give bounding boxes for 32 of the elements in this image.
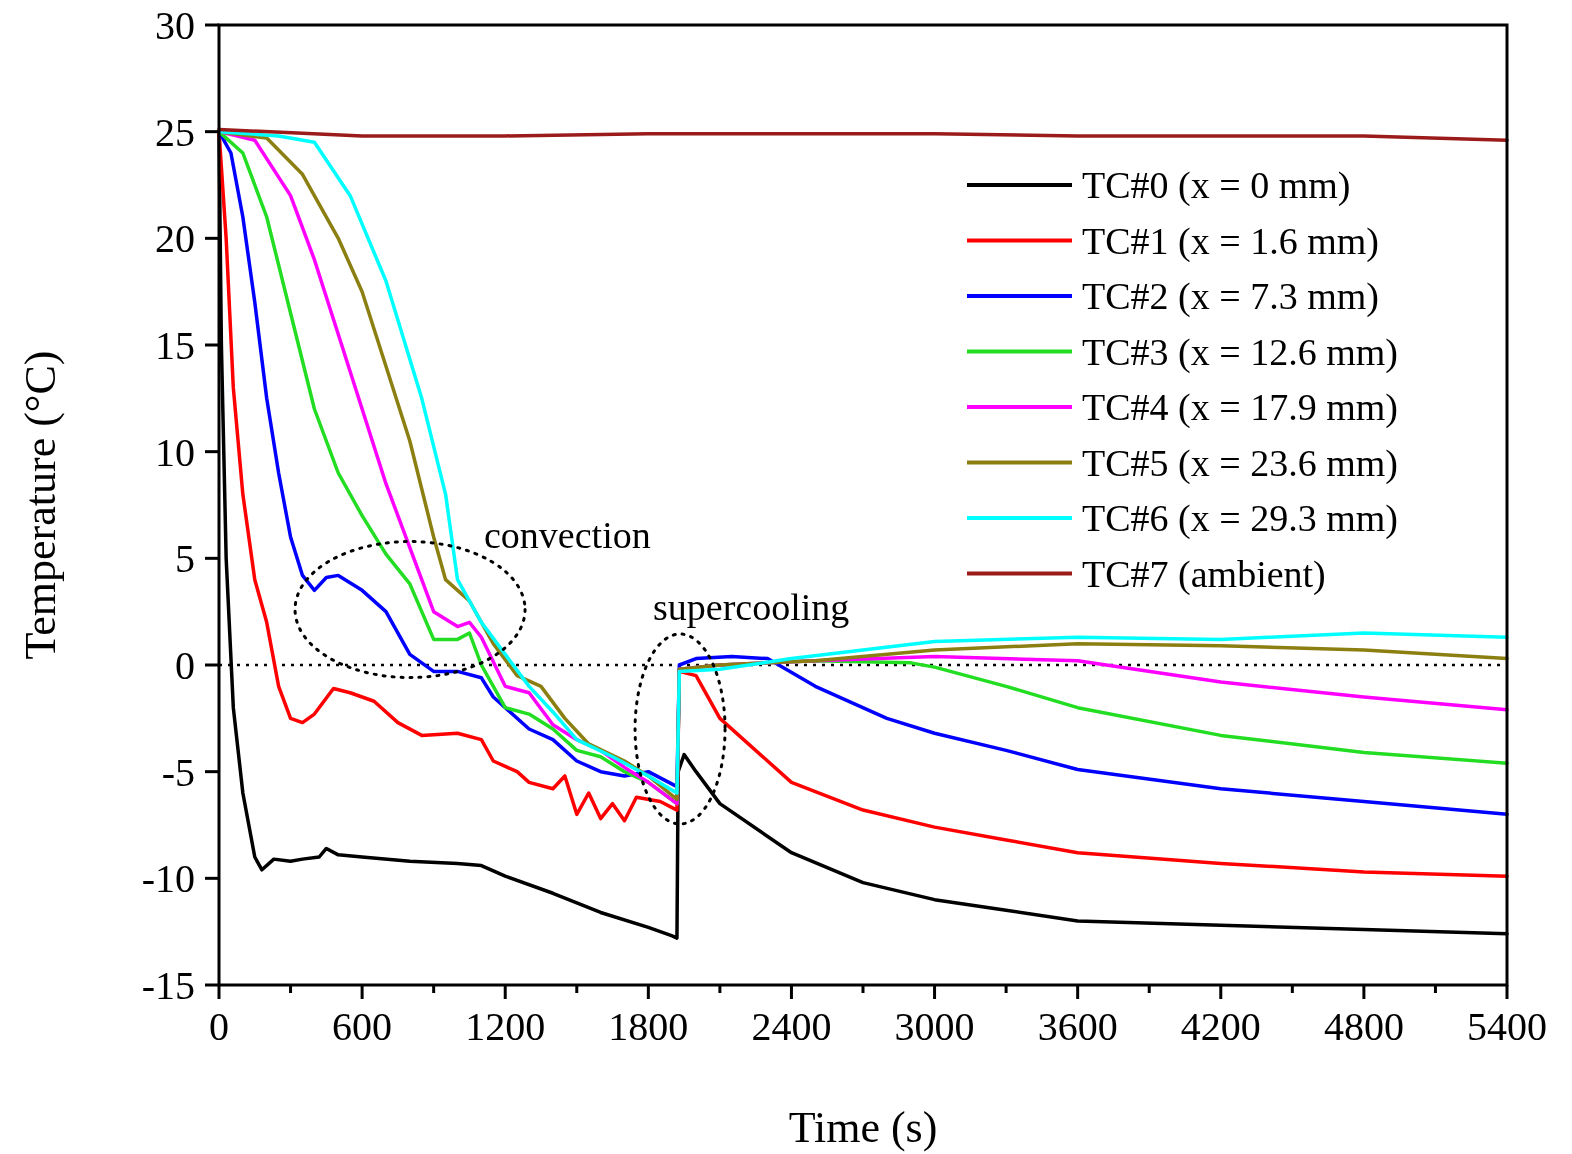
y-tick-label: 25 bbox=[155, 109, 195, 155]
x-tick-label: 3000 bbox=[894, 1004, 975, 1049]
x-tick-label: 2400 bbox=[751, 1004, 832, 1049]
y-tick-label: 15 bbox=[155, 323, 195, 368]
legend-label: TC#0 (x = 0 mm) bbox=[1082, 164, 1351, 207]
y-tick-label: -5 bbox=[161, 749, 195, 795]
y-tick-label: -10 bbox=[141, 856, 195, 902]
annotation: supercooling bbox=[653, 586, 850, 628]
y-axis-title: Temperature (°C) bbox=[16, 350, 65, 660]
legend-label: TC#2 (x = 7.3 mm) bbox=[1082, 275, 1379, 318]
legend-label: TC#3 (x = 12.6 mm) bbox=[1082, 330, 1398, 374]
x-tick-label: 600 bbox=[332, 1004, 393, 1049]
x-axis-title: Time (s) bbox=[788, 1103, 938, 1152]
y-tick-label: -15 bbox=[141, 963, 195, 1008]
legend-label: TC#6 (x = 29.3 mm) bbox=[1082, 497, 1398, 540]
y-tick-label: 0 bbox=[175, 643, 195, 688]
legend-label: TC#7 (ambient) bbox=[1082, 552, 1326, 596]
x-tick-label: 4800 bbox=[1323, 1004, 1404, 1049]
x-tick-label: 1200 bbox=[465, 1004, 546, 1049]
x-tick-label: 4200 bbox=[1180, 1004, 1261, 1049]
legend-label: TC#5 (x = 23.6 mm) bbox=[1082, 441, 1398, 485]
y-tick-label: 10 bbox=[155, 429, 195, 475]
x-tick-label: 0 bbox=[209, 1004, 229, 1049]
y-tick-label: 20 bbox=[155, 216, 195, 262]
legend-label: TC#4 (x = 17.9 mm) bbox=[1082, 386, 1398, 429]
y-tick-label: 30 bbox=[155, 3, 195, 48]
y-tick-label: 5 bbox=[175, 536, 195, 582]
x-tick-label: 3600 bbox=[1037, 1004, 1118, 1049]
annotation: convection bbox=[484, 514, 651, 556]
x-tick-label: 1800 bbox=[608, 1004, 689, 1049]
x-tick-label: 5400 bbox=[1467, 1004, 1547, 1049]
legend-label: TC#1 (x = 1.6 mm) bbox=[1082, 219, 1379, 263]
